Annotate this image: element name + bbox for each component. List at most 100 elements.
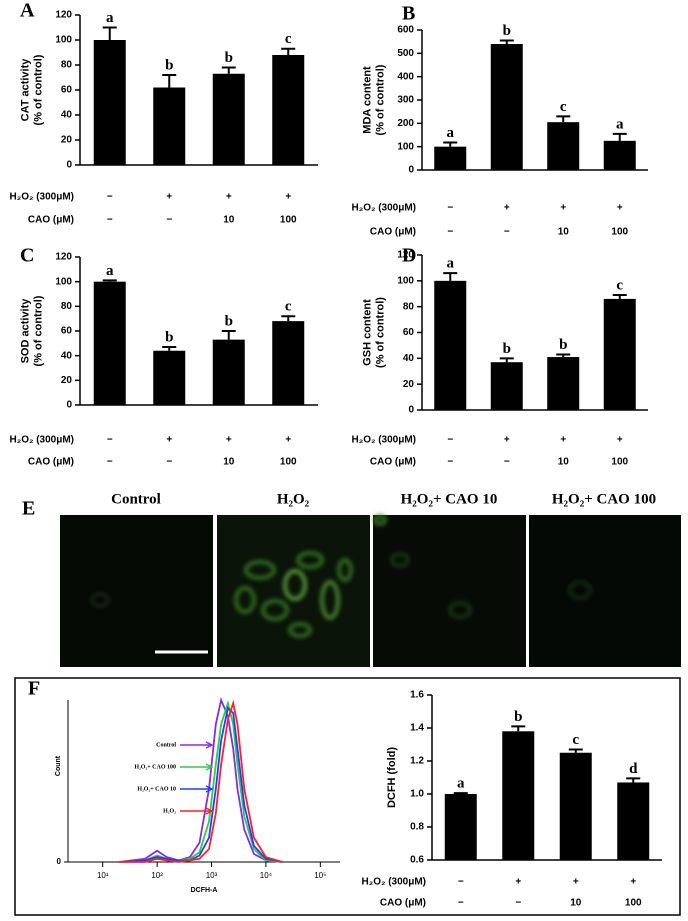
micrograph bbox=[217, 515, 370, 667]
image-title: H₂O₂+ CAO 100 bbox=[552, 491, 656, 507]
error-bar bbox=[443, 141, 458, 147]
bar bbox=[153, 87, 186, 165]
bar bbox=[603, 140, 636, 170]
micrograph bbox=[60, 515, 213, 667]
y-axis-label: (% of control) bbox=[32, 295, 44, 366]
y-axis-label: MDA content bbox=[361, 66, 373, 134]
panel-label: C bbox=[20, 245, 34, 267]
treatment-name: H₂O₂ (300μM) bbox=[352, 435, 416, 446]
error-bar bbox=[556, 353, 571, 358]
treatment-value: − bbox=[107, 192, 113, 203]
treatment-value: 100 bbox=[611, 227, 628, 238]
significance-letter: c bbox=[560, 99, 567, 115]
y-axis-label: Count bbox=[55, 755, 62, 776]
significance-letter: b bbox=[225, 50, 233, 66]
y-tick-label: 80 bbox=[403, 301, 415, 312]
treatment-value: − bbox=[107, 215, 113, 226]
bar bbox=[617, 782, 650, 860]
treatment-name: H₂O₂ (300μM) bbox=[10, 192, 74, 203]
error-bar bbox=[499, 357, 514, 363]
histogram-line bbox=[119, 706, 283, 863]
y-tick-label: 300 bbox=[397, 95, 414, 106]
bar bbox=[547, 357, 580, 410]
y-tick-label: 120 bbox=[397, 250, 414, 261]
significance-letter: a bbox=[106, 263, 114, 279]
legend-arrow bbox=[180, 741, 214, 749]
treatment-value: − bbox=[458, 898, 464, 909]
bar bbox=[444, 794, 477, 860]
y-tick-label: 20 bbox=[61, 135, 73, 146]
significance-letter: a bbox=[447, 125, 455, 141]
y-tick-label: 0.8 bbox=[410, 822, 424, 833]
y-tick-label: 40 bbox=[403, 353, 415, 364]
treatment-value: − bbox=[447, 457, 453, 468]
bar bbox=[559, 752, 592, 860]
micrograph bbox=[373, 515, 526, 667]
legend-arrow bbox=[180, 763, 214, 771]
treatment-name: CAO (μM) bbox=[28, 457, 74, 468]
y-axis-label: GSH content bbox=[361, 299, 373, 366]
y-axis-label: SOD activity bbox=[19, 298, 31, 364]
treatment-value: 10 bbox=[570, 898, 582, 909]
y-tick-label: 20 bbox=[61, 375, 73, 386]
significance-letter: b bbox=[503, 23, 511, 39]
treatment-value: + bbox=[285, 435, 291, 446]
y-axis-label: (% of control) bbox=[32, 54, 44, 125]
y-tick-label: 100 bbox=[55, 276, 72, 287]
error-bar bbox=[499, 39, 514, 44]
bar bbox=[212, 339, 245, 405]
significance-letter: b bbox=[165, 57, 173, 73]
treatment-value: + bbox=[573, 877, 579, 888]
panel-label: D bbox=[402, 245, 416, 267]
y-tick-label: 1.2 bbox=[410, 756, 424, 767]
treatment-value: + bbox=[226, 192, 232, 203]
y-tick-label: 40 bbox=[61, 110, 73, 121]
error-bar bbox=[281, 47, 296, 55]
y-tick-label: 1.0 bbox=[410, 789, 424, 800]
significance-letter: a bbox=[457, 776, 465, 792]
micrographs bbox=[60, 514, 681, 667]
significance-letter: b bbox=[514, 709, 522, 725]
treatment-value: + bbox=[166, 435, 172, 446]
y-tick-label: 80 bbox=[61, 301, 73, 312]
panel-label: E bbox=[22, 498, 35, 520]
bar bbox=[502, 731, 535, 860]
treatment-name: H₂O₂ (300μM) bbox=[10, 435, 74, 446]
y-tick-label: 80 bbox=[61, 60, 73, 71]
y-tick-label: 0 bbox=[66, 160, 72, 171]
histogram-line bbox=[118, 697, 283, 863]
treatment-value: 10 bbox=[223, 215, 235, 226]
treatment-value: − bbox=[166, 457, 172, 468]
treatment-value: + bbox=[560, 435, 566, 446]
treatment-value: 10 bbox=[558, 227, 570, 238]
bar bbox=[272, 321, 305, 405]
error-bar bbox=[612, 132, 627, 141]
treatment-name: CAO (μM) bbox=[370, 227, 416, 238]
bar bbox=[547, 122, 580, 170]
treatment-value: − bbox=[515, 898, 521, 909]
error-bar bbox=[511, 725, 526, 732]
error-bar bbox=[221, 66, 236, 74]
image-title: H₂O₂ bbox=[277, 491, 310, 507]
treatment-value: 100 bbox=[611, 457, 628, 468]
bar bbox=[153, 350, 186, 405]
significance-letter: c bbox=[285, 31, 292, 47]
legend-arrow bbox=[180, 785, 214, 793]
treatment-value: 100 bbox=[280, 457, 297, 468]
legend-label: Control bbox=[156, 742, 176, 748]
bar bbox=[93, 281, 126, 405]
histogram-line bbox=[119, 699, 283, 863]
legend-label: H₂O₂+ CAO 10 bbox=[137, 786, 176, 792]
y-tick-label: 1.4 bbox=[410, 723, 424, 734]
y-tick-label: 60 bbox=[403, 327, 415, 338]
y-tick-label: 20 bbox=[403, 379, 415, 390]
significance-letter: b bbox=[503, 341, 511, 357]
treatment-name: CAO (μM) bbox=[370, 457, 416, 468]
error-bar bbox=[102, 279, 117, 282]
treatment-value: 100 bbox=[625, 898, 642, 909]
y-axis-label: (% of control) bbox=[374, 297, 386, 368]
error-bar bbox=[162, 346, 177, 351]
treatment-value: − bbox=[504, 227, 510, 238]
bar bbox=[93, 40, 126, 165]
treatment-value: + bbox=[285, 192, 291, 203]
